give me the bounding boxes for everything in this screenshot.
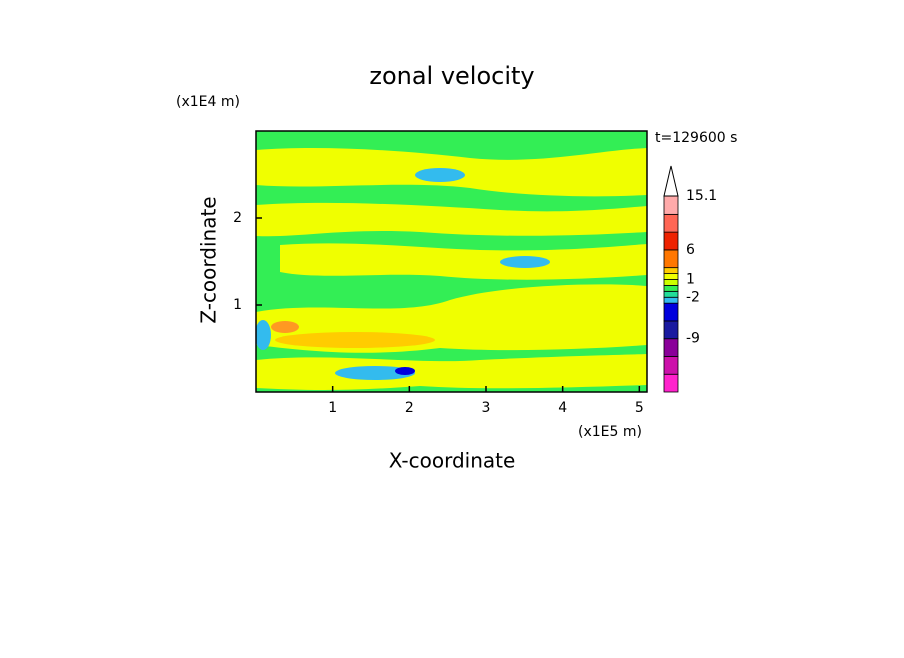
y-axis-label: Z-coordinate bbox=[197, 196, 221, 323]
colorbar-segment bbox=[663, 320, 679, 340]
y-unit: (x1E4 m) bbox=[176, 94, 240, 110]
colorbar-segment bbox=[663, 302, 679, 322]
colorbar-segment bbox=[663, 338, 679, 357]
colorbar-tick-label: 6 bbox=[686, 242, 695, 258]
x-tick-label: 4 bbox=[558, 400, 567, 416]
x-axis-label: X-coordinate bbox=[389, 449, 516, 473]
x-tick-label: 3 bbox=[482, 400, 491, 416]
colorbar-tick-label: -9 bbox=[686, 331, 700, 347]
colorbar-tick-label: 15.1 bbox=[686, 188, 717, 204]
colorbar-segment bbox=[663, 195, 679, 215]
colorbar-segment bbox=[663, 273, 679, 280]
colorbar-segment bbox=[663, 296, 679, 304]
colorbar-tick-label: -2 bbox=[686, 289, 700, 305]
contour-field bbox=[256, 131, 647, 392]
colorbar-segment bbox=[663, 373, 679, 393]
x-tick-label: 5 bbox=[635, 400, 644, 416]
colorbar-segment bbox=[663, 356, 679, 375]
colorbar-segment bbox=[663, 279, 679, 286]
chart-title: zonal velocity bbox=[369, 62, 534, 90]
colorbar-tick-label: 1 bbox=[686, 271, 695, 287]
x-tick-label: 2 bbox=[405, 400, 414, 416]
plot-frame bbox=[255, 130, 648, 393]
colorbar-segment bbox=[663, 213, 679, 233]
colorbar-segment bbox=[663, 249, 679, 269]
colorbar-segment bbox=[663, 285, 679, 292]
time-label: t=129600 s bbox=[655, 130, 737, 146]
x-tick-label: 1 bbox=[328, 400, 337, 416]
colorbar-segment bbox=[663, 290, 679, 298]
colorbar-segment bbox=[663, 231, 679, 251]
y-tick-label: 2 bbox=[233, 210, 242, 226]
colorbar-segment bbox=[663, 267, 679, 274]
y-tick-label: 1 bbox=[233, 297, 242, 313]
x-unit: (x1E5 m) bbox=[578, 424, 642, 440]
colorbar-arrow bbox=[663, 165, 679, 197]
